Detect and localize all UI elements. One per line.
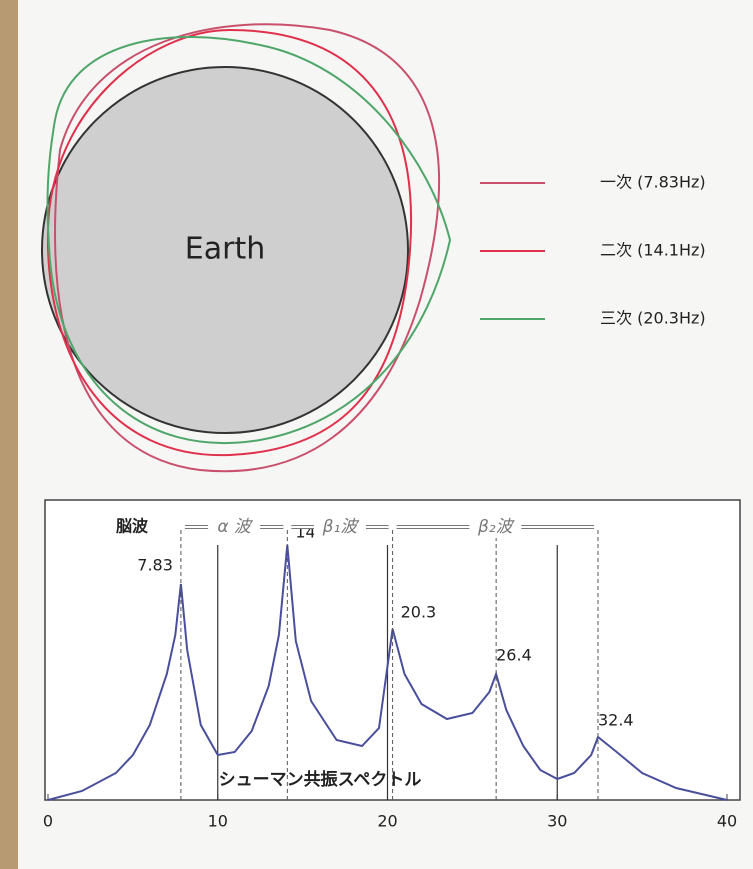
band-label: β₁波 <box>322 517 361 537</box>
legend: 一次 (7.83Hz) 二次 (14.1Hz) 三次 (20.3Hz) <box>480 173 706 328</box>
chart-title: シューマン共振スペクトル <box>219 769 422 790</box>
mode-1 <box>54 23 440 473</box>
band-label-bg <box>208 516 261 538</box>
band-label-bg <box>313 516 366 538</box>
mode-3 <box>46 36 452 445</box>
legend-label: 二次 (14.1Hz) <box>600 241 706 260</box>
peak-label: 32.4 <box>598 711 634 730</box>
x-tick-label: 0 <box>43 812 53 831</box>
peak-label: 7.83 <box>137 556 173 575</box>
x-tick-label: 40 <box>717 812 737 831</box>
legend-label: 三次 (20.3Hz) <box>600 309 706 328</box>
x-tick-label: 20 <box>377 812 397 831</box>
band-label: α 波 <box>217 517 254 537</box>
peak-label: 26.4 <box>496 646 532 665</box>
x-tick-label: 10 <box>208 812 228 831</box>
peak-label: 20.3 <box>401 603 437 622</box>
band-title: 脳波 <box>116 517 149 536</box>
spectrum-line <box>47 544 728 801</box>
earth <box>41 66 409 434</box>
legend-label: 一次 (7.83Hz) <box>600 173 706 192</box>
mode-2 <box>46 28 412 457</box>
earth-label: Earth <box>185 232 265 267</box>
band-label-bg <box>469 516 522 538</box>
x-tick-label: 30 <box>547 812 567 831</box>
band-label: β₂波 <box>477 517 516 537</box>
